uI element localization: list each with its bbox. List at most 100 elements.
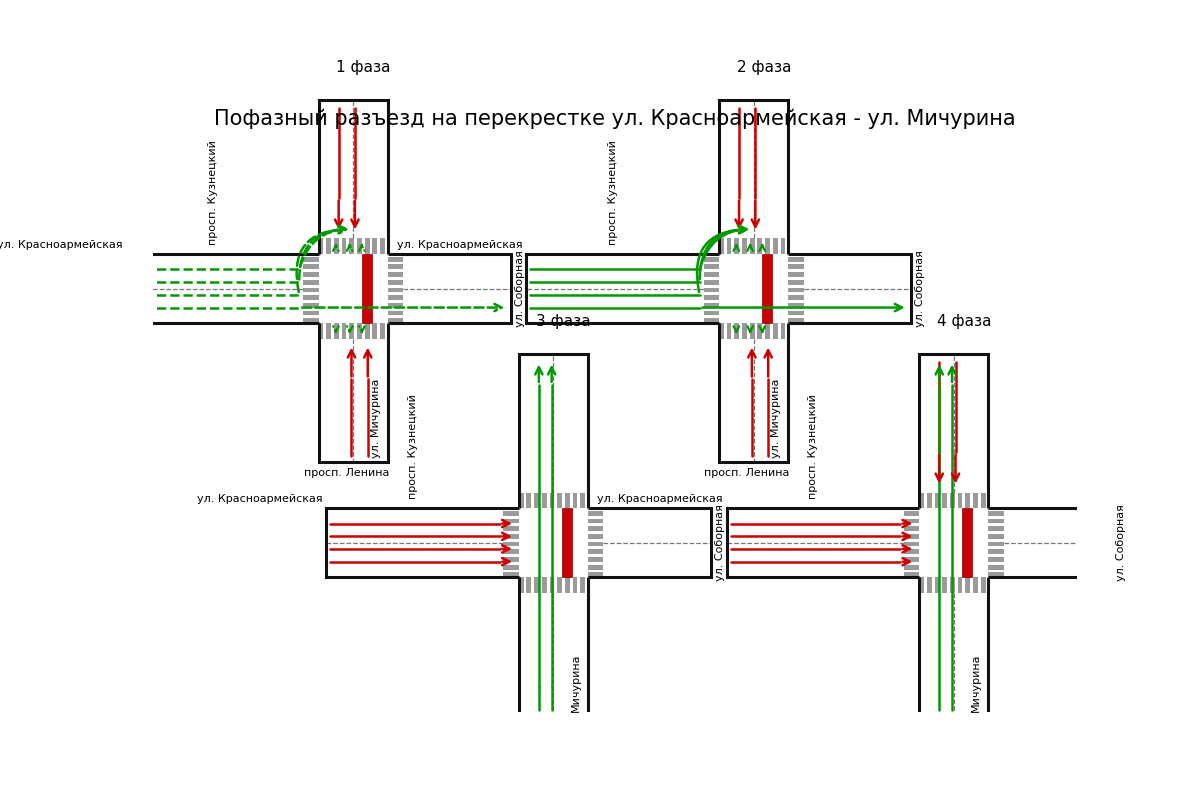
Bar xyxy=(503,565,518,570)
Bar xyxy=(773,238,778,254)
Bar xyxy=(950,493,955,508)
Bar xyxy=(388,295,403,300)
Bar xyxy=(304,310,318,315)
Bar xyxy=(581,493,586,508)
Text: ул. Соборная: ул. Соборная xyxy=(916,250,925,327)
Bar xyxy=(588,573,604,578)
Bar xyxy=(304,272,318,277)
Bar xyxy=(788,318,804,323)
Bar xyxy=(588,534,604,538)
Text: ул. Соборная: ул. Соборная xyxy=(715,504,725,581)
Bar xyxy=(973,493,978,508)
Bar xyxy=(518,578,523,593)
Bar xyxy=(773,323,778,338)
Bar xyxy=(989,565,1004,570)
Bar xyxy=(935,578,940,593)
Text: просп. Кузнецкий: просп. Кузнецкий xyxy=(208,140,217,245)
Bar xyxy=(750,238,755,254)
Text: Мичурина: Мичурина xyxy=(971,654,982,712)
Text: ул. Мичурина: ул. Мичурина xyxy=(770,378,781,458)
Bar xyxy=(550,493,554,508)
Text: ул. Красноармейская: ул. Красноармейская xyxy=(0,240,122,250)
Bar xyxy=(565,578,570,593)
Bar xyxy=(572,578,577,593)
Bar xyxy=(750,323,755,338)
Bar xyxy=(919,493,924,508)
Bar xyxy=(527,578,532,593)
Bar xyxy=(973,578,978,593)
Bar xyxy=(503,518,518,523)
Bar xyxy=(904,511,919,516)
Bar xyxy=(388,318,403,323)
Text: просп. Ленина: просп. Ленина xyxy=(304,468,389,478)
Bar xyxy=(962,508,972,578)
Bar xyxy=(762,254,773,323)
Bar xyxy=(388,257,403,262)
Bar xyxy=(388,287,403,292)
Bar xyxy=(304,295,318,300)
Bar xyxy=(788,272,804,277)
Text: 1 фаза: 1 фаза xyxy=(336,60,391,75)
Bar xyxy=(362,254,372,323)
Bar xyxy=(542,493,547,508)
Bar xyxy=(989,557,1004,562)
Text: просп. Ленина: просп. Ленина xyxy=(704,468,790,478)
Bar xyxy=(565,493,570,508)
Bar xyxy=(734,323,739,338)
Bar xyxy=(380,238,385,254)
Text: ул. Соборная: ул. Соборная xyxy=(515,250,524,327)
Bar xyxy=(703,295,719,300)
Bar xyxy=(388,265,403,270)
Text: ул. Соборная: ул. Соборная xyxy=(1116,504,1126,581)
Bar xyxy=(780,323,785,338)
Bar xyxy=(742,323,746,338)
Bar xyxy=(542,578,547,593)
Bar xyxy=(703,310,719,315)
Bar xyxy=(788,280,804,285)
Bar xyxy=(965,578,970,593)
Bar xyxy=(919,578,924,593)
Bar xyxy=(742,238,746,254)
Bar xyxy=(757,323,762,338)
Bar xyxy=(503,542,518,546)
Bar xyxy=(388,272,403,277)
Bar xyxy=(304,265,318,270)
Bar xyxy=(342,323,347,338)
Bar xyxy=(989,573,1004,578)
Bar xyxy=(904,518,919,523)
Bar xyxy=(989,550,1004,554)
Bar xyxy=(727,238,732,254)
Bar xyxy=(788,303,804,308)
Bar xyxy=(388,280,403,285)
Bar xyxy=(904,534,919,538)
Bar xyxy=(950,578,955,593)
Bar xyxy=(788,257,804,262)
Bar xyxy=(766,323,770,338)
Bar xyxy=(365,238,370,254)
Bar xyxy=(503,557,518,562)
Bar xyxy=(989,534,1004,538)
Bar xyxy=(304,303,318,308)
Text: просп. Кузнецкий: просп. Кузнецкий xyxy=(608,140,618,245)
Bar xyxy=(550,578,554,593)
Bar xyxy=(734,238,739,254)
Bar xyxy=(989,542,1004,546)
Text: Пофазный разъезд на перекрестке ул. Красноармейская - ул. Мичурина: Пофазный разъезд на перекрестке ул. Крас… xyxy=(214,109,1016,130)
Bar xyxy=(581,578,586,593)
Bar xyxy=(958,493,962,508)
Bar xyxy=(572,493,577,508)
Text: 2 фаза: 2 фаза xyxy=(737,60,791,75)
Bar xyxy=(304,280,318,285)
Bar xyxy=(788,295,804,300)
Bar xyxy=(904,557,919,562)
Bar xyxy=(562,508,572,578)
Bar xyxy=(557,493,562,508)
Bar xyxy=(326,323,331,338)
Bar xyxy=(358,238,362,254)
Bar xyxy=(989,518,1004,523)
Bar xyxy=(757,238,762,254)
Bar xyxy=(388,310,403,315)
Bar xyxy=(703,318,719,323)
Bar xyxy=(326,238,331,254)
Bar xyxy=(989,526,1004,531)
